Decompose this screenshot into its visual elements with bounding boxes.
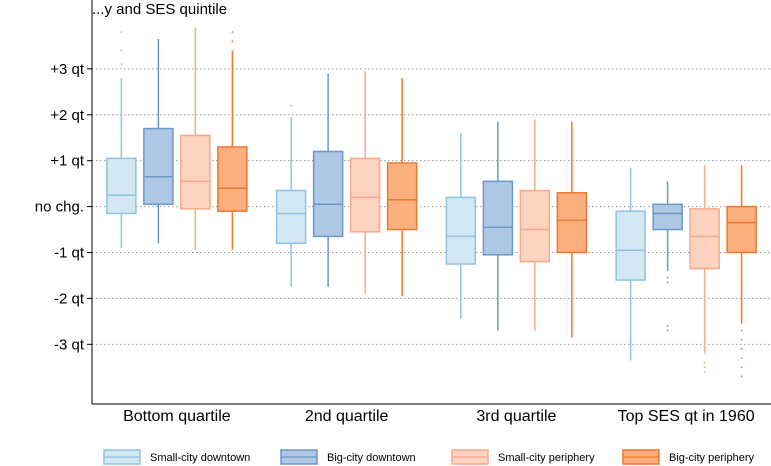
box-2-2 (312, 73, 344, 287)
y-tick-label: -3 qt (54, 336, 85, 353)
category-label: Bottom quartile (123, 408, 231, 425)
outlier-point (740, 338, 743, 341)
chart-title: ...y and SES quintile (92, 1, 227, 18)
box-iqr (217, 146, 248, 212)
box-4-4 (726, 165, 757, 378)
outlier-point (290, 104, 293, 107)
box-iqr (312, 150, 344, 238)
box-iqr (519, 189, 551, 263)
outlier-point (666, 325, 669, 327)
outlier-point (740, 366, 743, 369)
category-label: Top SES qt in 1960 (618, 408, 755, 425)
legend-label: Big-city periphery (669, 452, 754, 464)
outlier-point (231, 40, 234, 43)
legend-item: Big-city downtown (280, 449, 416, 465)
legend-label: Big-city downtown (327, 452, 416, 464)
outlier-point (231, 31, 234, 34)
box-3-1 (445, 133, 477, 320)
box-4-2 (652, 181, 683, 332)
outlier-point (740, 329, 743, 332)
y-tick-labels: +3 qt +2 qt +1 qt no chg. -1 qt -2 qt -3 qt (35, 61, 85, 353)
box-1-1 (106, 31, 137, 248)
box-1-2 (143, 39, 174, 244)
box-3-3 (519, 119, 551, 331)
outlier-point (120, 31, 123, 34)
box-3-4 (556, 121, 588, 338)
legend-item: Small-city downtown (103, 449, 250, 465)
outlier-point (703, 361, 706, 364)
outlier-point (740, 348, 743, 350)
box-iqr (143, 127, 174, 206)
y-tick-label: +3 qt (50, 61, 85, 78)
category-label: 2nd quartile (305, 408, 389, 425)
category-label: 3rd quartile (476, 408, 556, 425)
box-iqr (726, 205, 757, 254)
box-iqr (556, 192, 588, 254)
y-tick-label: no chg. (35, 199, 84, 216)
box-iqr (349, 157, 381, 233)
y-tick-label: -1 qt (54, 245, 85, 262)
box-groups (106, 27, 757, 378)
y-tick-label: -2 qt (54, 290, 85, 307)
y-tick-label: +2 qt (50, 107, 85, 124)
box-iqr (652, 203, 683, 231)
box-iqr (106, 157, 137, 215)
legend: Small-city downtown Big-city downtown Smal… (103, 449, 754, 465)
box-4-3 (689, 165, 720, 373)
legend-item: Big-city periphery (622, 449, 754, 465)
box-2-1 (275, 104, 307, 287)
box-iqr (386, 162, 418, 231)
outlier-point (666, 329, 669, 332)
box-iqr (482, 180, 514, 256)
outlier-point (120, 49, 123, 52)
legend-label: Small-city downtown (150, 452, 250, 464)
box-4-1 (615, 167, 646, 361)
box-1-3 (180, 27, 211, 251)
outlier-point (740, 375, 743, 378)
outlier-point (120, 63, 123, 66)
outlier-point (666, 276, 669, 279)
axes (87, 0, 771, 405)
outlier-point (703, 370, 706, 373)
box-iqr (689, 208, 720, 270)
box-iqr (180, 134, 211, 210)
outlier-point (740, 357, 743, 359)
box-3-2 (482, 121, 514, 331)
legend-item: Small-city periphery (451, 449, 595, 465)
box-iqr (445, 196, 477, 265)
y-tick-label: +1 qt (50, 153, 85, 170)
box-2-3 (349, 71, 381, 294)
box-iqr (615, 210, 646, 281)
box-1-4 (217, 31, 248, 251)
legend-label: Small-city periphery (498, 452, 595, 464)
category-labels: Bottom quartile 2nd quartile 3rd quartile T… (123, 408, 755, 425)
box-iqr (275, 189, 307, 245)
outlier-point (703, 366, 706, 369)
outlier-point (666, 281, 669, 284)
box-2-4 (386, 78, 418, 297)
